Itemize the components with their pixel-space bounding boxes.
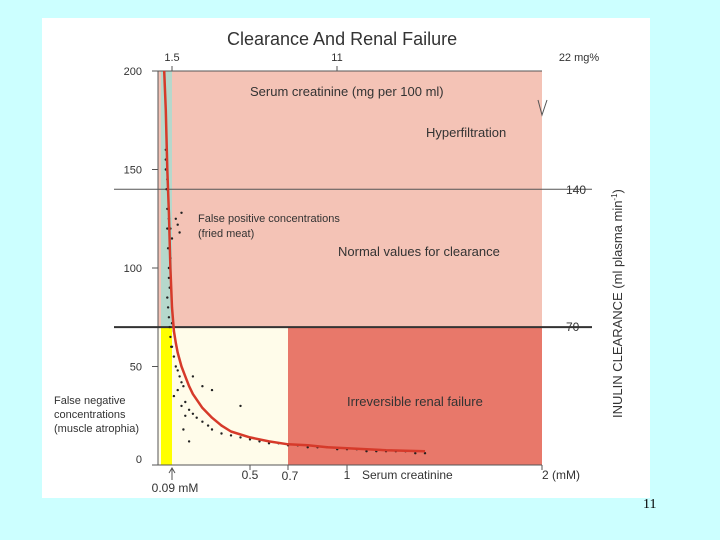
scatter-point [191, 412, 195, 415]
scatter-point [306, 446, 309, 449]
scatter-point [178, 231, 181, 234]
y-axis-label: INULIN CLEARANCE (ml plasma min-1) [610, 189, 625, 418]
scatter-point [220, 432, 223, 435]
label-false-positive: False positive concentrations [198, 213, 340, 225]
threshold-label-140: 140 [566, 183, 586, 197]
chart-figure: 0 50 100 150 200 1.5 11 22 mg% 0.09 mM 0.5 0.7 1 Ser… [42, 18, 650, 498]
top-tick-label: 11 [331, 52, 342, 64]
scatter-point [201, 420, 204, 423]
y-tick-label: 150 [124, 165, 142, 177]
x-tick-label: 0.7 [282, 469, 299, 483]
y-axis-label-close: ) [610, 189, 625, 193]
top-tick-label: 1.5 [164, 52, 179, 64]
scatter-point [176, 388, 179, 392]
scatter-point [168, 325, 171, 329]
scatter-point [182, 428, 185, 431]
scatter-point [166, 227, 169, 230]
scatter-point [414, 452, 417, 455]
region-normal-hyper [158, 71, 542, 328]
scatter-point [166, 306, 170, 309]
scatter-point [184, 400, 187, 404]
scatter-point [365, 450, 368, 453]
scatter-point [167, 276, 171, 280]
scatter-point [174, 217, 177, 220]
scatter-point [239, 436, 242, 439]
scatter-point [210, 388, 214, 392]
label-false-negative-2: concentrations [54, 409, 126, 421]
scatter-point [229, 434, 233, 437]
scatter-point [180, 211, 183, 214]
scatter-point [170, 237, 174, 240]
clearance-chart: 0 50 100 150 200 1.5 11 22 mg% 0.09 mM 0.5 0.7 1 Ser… [54, 29, 625, 495]
label-hyperfiltration: Hyperfiltration [426, 125, 506, 140]
scatter-point [187, 440, 191, 443]
top-tick-label: 22 mg% [559, 52, 600, 64]
chevron-mark [537, 99, 548, 117]
chart-title: Clearance And Renal Failure [227, 29, 457, 49]
x-axis-label: Serum creatinine [362, 468, 453, 482]
scatter-point [170, 345, 174, 348]
scatter-point [174, 365, 177, 368]
scatter-point [180, 404, 183, 408]
scatter-point [210, 428, 214, 431]
label-normal-values: Normal values for clearance [338, 244, 500, 259]
scatter-point [423, 452, 427, 455]
scatter-point [187, 408, 191, 411]
x-tick-label: 2 [542, 468, 549, 482]
scatter-point [201, 385, 204, 388]
label-false-negative-note: (muscle atrophia) [54, 423, 139, 435]
fit-curve [162, 70, 426, 453]
label-false-negative: False negative [54, 395, 126, 407]
arrow-head [168, 467, 176, 474]
scatter-point [178, 375, 181, 378]
scatter-point [166, 296, 169, 299]
scatter-point [191, 375, 195, 378]
slide-number: 11 [643, 497, 657, 512]
y-tick-label: 100 [124, 263, 142, 275]
region-irreversible [288, 327, 542, 465]
scatter-point [195, 416, 198, 419]
y-tick-label: 0 [136, 454, 142, 466]
top-axis-label: Serum creatinine (mg per 100 ml) [250, 84, 444, 99]
scatter-point [169, 335, 172, 339]
x-tick-label: 0.5 [242, 468, 259, 482]
y-axis-label-superscript: -1 [610, 193, 619, 201]
label-irreversible-failure: Irreversible renal failure [347, 394, 483, 409]
scatter-point [180, 381, 183, 384]
scatter-point [206, 424, 210, 427]
x-tick-label: 0.09 mM [152, 481, 199, 495]
scatter-point [176, 369, 179, 372]
threshold-label-70: 70 [566, 320, 580, 334]
scatter-point [239, 404, 242, 408]
scatter-point [167, 316, 171, 319]
x-tick-label: 1 [344, 468, 351, 482]
x-unit-label: (mM) [552, 468, 580, 482]
scatter-point [176, 223, 179, 226]
scatter-point [184, 414, 187, 417]
band-teal [161, 71, 172, 328]
y-tick-label: 50 [130, 362, 142, 374]
y-tick-label: 200 [124, 66, 142, 78]
scatter-point [182, 385, 185, 388]
label-false-positive-note: (fried meat) [198, 228, 254, 240]
scatter-point [172, 394, 176, 398]
band-yellow [161, 327, 172, 465]
scatter-point [172, 355, 176, 358]
